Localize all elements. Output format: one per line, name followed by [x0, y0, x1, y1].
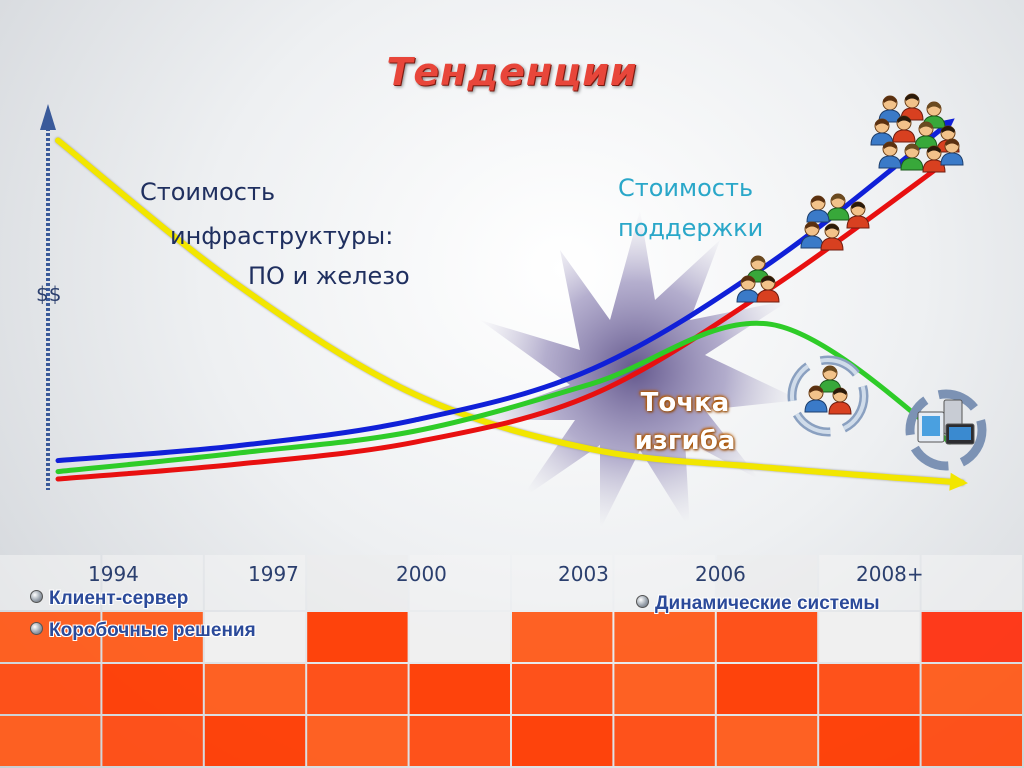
footer-tile: [819, 612, 920, 662]
year-2008plus: 2008+: [856, 562, 924, 586]
footer-tile: [409, 716, 510, 766]
bullet-boxed: Коробочные решения: [30, 620, 256, 642]
footer-tile: [716, 555, 818, 610]
footer-tile: [102, 612, 203, 662]
footer-tile: [102, 555, 203, 610]
series-line-support-red: [55, 156, 953, 482]
footer-tile: [0, 664, 101, 714]
year-2006: 2006: [695, 562, 746, 586]
series-line-support-green: [55, 320, 953, 475]
footer-tile: [819, 664, 920, 714]
footer-tile: [716, 716, 818, 766]
inflection-label-line1: Точка: [640, 388, 730, 418]
footer-tile: [307, 612, 408, 662]
footer-tile: [921, 612, 1022, 662]
infra-label-line3: ПО и железо: [248, 262, 410, 290]
footer-tile: [409, 664, 510, 714]
footer-tile: [204, 612, 306, 662]
year-2003: 2003: [558, 562, 609, 586]
footer-tile: [307, 664, 408, 714]
footer-tile: [204, 716, 306, 766]
footer-tile: [921, 716, 1022, 766]
arrowhead-infrastructure: [949, 472, 968, 491]
bullet-dot-icon: [30, 622, 43, 635]
footer-tile: [512, 612, 613, 662]
footer-tile: [512, 716, 613, 766]
footer-tile: [614, 716, 715, 766]
bullet-dot-icon: [30, 590, 43, 603]
footer-tile: [0, 555, 101, 610]
footer-tile: [102, 716, 203, 766]
bullet-dot-icon: [636, 595, 649, 608]
footer-tile: [409, 612, 510, 662]
burst-star: [470, 210, 800, 530]
footer-tile: [921, 664, 1022, 714]
bullet-dynamic: Динамические системы: [636, 593, 880, 615]
footer-tile: [819, 555, 920, 610]
footer-tile: [0, 612, 101, 662]
bullet-dynamic-text: Динамические системы: [655, 593, 880, 614]
support-label-line1: Стоимость: [618, 174, 754, 202]
series-line-infrastructure: [55, 137, 965, 486]
footer-tile: [102, 664, 203, 714]
footer-tile: [307, 555, 408, 610]
footer-tile: [614, 664, 715, 714]
footer-tile: [409, 555, 510, 610]
footer-tiles: [0, 555, 1022, 766]
support-label-line2: поддержки: [618, 214, 764, 242]
footer-tile: [0, 716, 101, 766]
footer-tile: [204, 664, 306, 714]
year-1997: 1997: [248, 562, 299, 586]
bullet-boxed-text: Коробочные решения: [49, 620, 256, 641]
footer-tile: [307, 716, 408, 766]
bullet-client-server-text: Клиент-сервер: [49, 588, 189, 609]
footer-tile: [204, 555, 306, 610]
footer-tile: [716, 612, 818, 662]
year-2000: 2000: [396, 562, 447, 586]
footer-tile: [512, 555, 613, 610]
slide-title: Тенденции: [386, 50, 638, 94]
y-axis-label: $$: [36, 282, 62, 306]
bullet-client-server: Клиент-сервер: [30, 588, 188, 610]
footer-tile: [614, 555, 715, 610]
infra-label-line1: Стоимость: [140, 178, 276, 206]
footer-tile: [512, 664, 613, 714]
footer-tile: [921, 555, 1022, 610]
footer-tile: [819, 716, 920, 766]
year-1994: 1994: [88, 562, 139, 586]
footer-tile: [614, 612, 715, 662]
inflection-label-line2: изгиба: [634, 426, 736, 456]
infra-label-line2: инфраструктуры:: [170, 222, 394, 250]
inflection-label: Точка изгиба: [630, 384, 740, 460]
y-axis-arrow: [40, 104, 56, 130]
footer-tile: [716, 664, 818, 714]
